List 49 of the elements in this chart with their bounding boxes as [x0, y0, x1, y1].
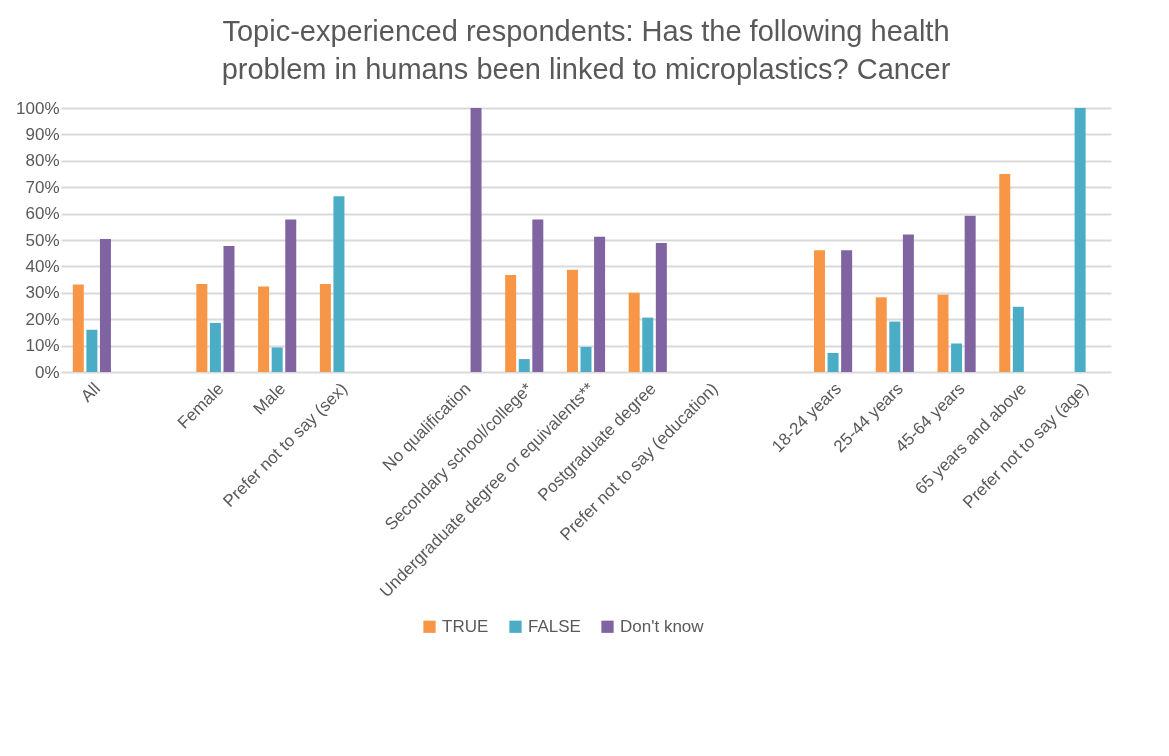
bar	[999, 174, 1011, 372]
bar	[642, 317, 654, 372]
y-tick-label: 20%	[25, 309, 60, 329]
bar	[841, 250, 853, 372]
bar	[518, 359, 530, 372]
bar	[86, 329, 98, 372]
y-tick-label: 50%	[25, 230, 60, 250]
legend-label: TRUE	[442, 616, 489, 636]
y-tick-label: 60%	[25, 204, 60, 224]
bar	[99, 238, 111, 372]
y-tick-label: 0%	[34, 362, 60, 382]
y-tick-label: 40%	[25, 256, 60, 276]
bar	[566, 269, 578, 372]
x-tick-label: All	[77, 379, 104, 406]
y-tick-label: 10%	[25, 336, 60, 356]
bar	[532, 219, 544, 372]
bar	[271, 347, 283, 372]
bar	[223, 246, 235, 372]
bar	[902, 234, 914, 372]
bar	[72, 284, 84, 372]
bar	[470, 108, 482, 372]
bar	[333, 196, 345, 372]
bar	[209, 322, 221, 372]
bar	[827, 352, 839, 372]
y-tick-label: 100%	[16, 98, 60, 118]
bar	[319, 284, 331, 372]
bar	[505, 275, 517, 372]
bar	[875, 297, 887, 372]
bar	[258, 286, 270, 372]
legend-label: FALSE	[528, 616, 581, 636]
legend-label: Don't know	[620, 616, 705, 636]
bar	[951, 343, 963, 372]
y-tick-label: 80%	[25, 151, 60, 171]
bar	[1012, 306, 1024, 372]
bar	[196, 284, 208, 372]
bar	[889, 321, 901, 372]
chart-title: Topic-experienced respondents: Has the following health problem in humans been linked to microplastics? Cancer	[221, 15, 951, 85]
bar	[580, 346, 592, 372]
bar	[285, 219, 297, 372]
y-tick-label: 90%	[25, 124, 60, 144]
y-tick-label: 30%	[25, 283, 60, 303]
bar	[937, 294, 949, 372]
y-tick-label: 70%	[25, 177, 60, 197]
bar	[813, 250, 825, 372]
bar	[964, 215, 976, 372]
bar	[594, 236, 606, 372]
bar	[655, 242, 667, 372]
bar	[1074, 108, 1086, 372]
bar	[628, 292, 640, 372]
